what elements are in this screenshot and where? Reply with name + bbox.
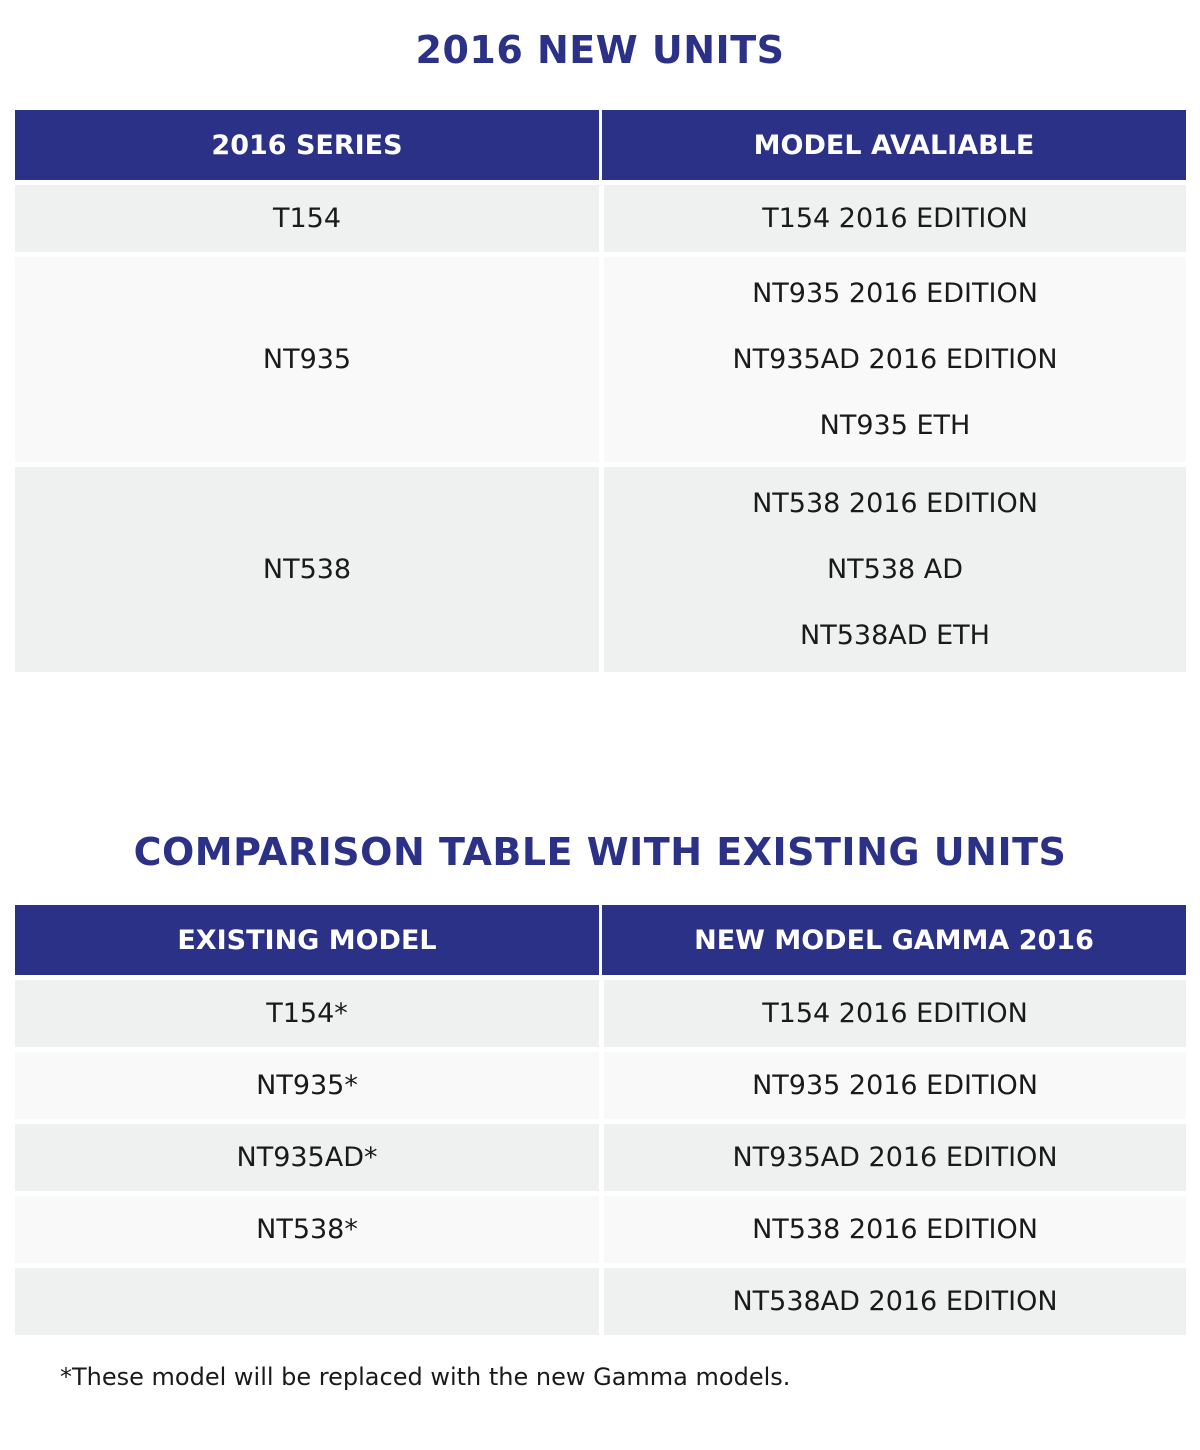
models-cell: NT935 2016 EDITION NT935AD 2016 EDITION … (599, 252, 1186, 462)
comparison-title: COMPARISON TABLE WITH EXISTING UNITS (133, 830, 1067, 874)
comparison-table: EXISTING MODEL NEW MODEL GAMMA 2016 T154… (15, 905, 1186, 1335)
column-header-series: 2016 SERIES (15, 110, 599, 180)
new-model-cell: T154 2016 EDITION (599, 975, 1186, 1047)
series-cell: NT935 (15, 252, 599, 462)
column-header-existing-model: EXISTING MODEL (15, 905, 599, 975)
model-name: NT538 AD (826, 553, 964, 585)
new-units-table: 2016 SERIES MODEL AVALIABLE T154 T154 20… (15, 110, 1186, 672)
existing-model-cell: T154* (15, 975, 599, 1047)
column-header-model-available: MODEL AVALIABLE (599, 110, 1186, 180)
table-row: T154* T154 2016 EDITION (15, 975, 1186, 1047)
new-units-title: 2016 NEW UNITS (415, 28, 785, 72)
new-model-cell: NT538AD 2016 EDITION (599, 1263, 1186, 1335)
series-cell: NT538 (15, 462, 599, 672)
models-cell: NT538 2016 EDITION NT538 AD NT538AD ETH (599, 462, 1186, 672)
existing-model-cell: NT935AD* (15, 1119, 599, 1191)
table-row: NT935 NT935 2016 EDITION NT935AD 2016 ED… (15, 252, 1186, 462)
table-row: NT935* NT935 2016 EDITION (15, 1047, 1186, 1119)
table-header-row: 2016 SERIES MODEL AVALIABLE (15, 110, 1186, 180)
model-name: NT538 2016 EDITION (752, 487, 1038, 519)
model-name: NT935AD 2016 EDITION (732, 343, 1058, 375)
table-row: NT538 NT538 2016 EDITION NT538 AD NT538A… (15, 462, 1186, 672)
table-row: NT538AD 2016 EDITION (15, 1263, 1186, 1335)
footnote: *These model will be replaced with the n… (60, 1363, 791, 1391)
table-row: T154 T154 2016 EDITION (15, 180, 1186, 252)
model-name: T154 2016 EDITION (762, 202, 1028, 234)
new-model-cell: NT935 2016 EDITION (599, 1047, 1186, 1119)
table-row: NT538* NT538 2016 EDITION (15, 1191, 1186, 1263)
models-cell: T154 2016 EDITION (599, 180, 1186, 252)
column-header-new-model: NEW MODEL GAMMA 2016 (599, 905, 1186, 975)
model-name: NT935 ETH (819, 409, 971, 441)
existing-model-cell: NT935* (15, 1047, 599, 1119)
existing-model-cell: NT538* (15, 1191, 599, 1263)
new-model-cell: NT538 2016 EDITION (599, 1191, 1186, 1263)
table-header-row: EXISTING MODEL NEW MODEL GAMMA 2016 (15, 905, 1186, 975)
table-row: NT935AD* NT935AD 2016 EDITION (15, 1119, 1186, 1191)
existing-model-cell (15, 1263, 599, 1335)
new-model-cell: NT935AD 2016 EDITION (599, 1119, 1186, 1191)
model-name: NT538AD ETH (800, 619, 990, 651)
model-name: NT935 2016 EDITION (752, 277, 1038, 309)
series-cell: T154 (15, 180, 599, 252)
